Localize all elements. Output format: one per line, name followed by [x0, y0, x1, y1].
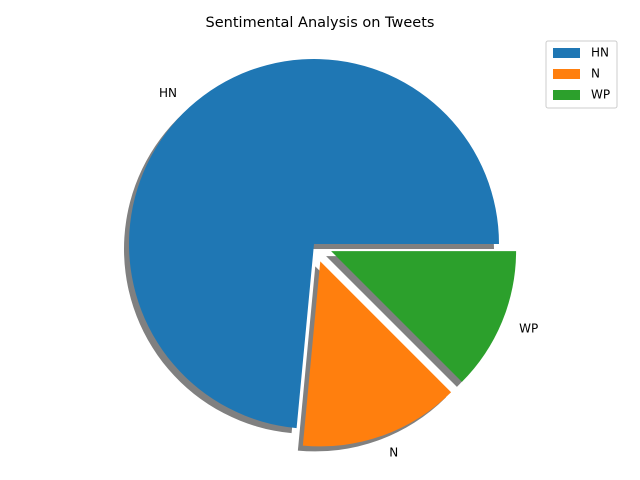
pie-slice-n: [302, 261, 452, 447]
legend-label-n: N: [591, 67, 600, 81]
slice-label-n: N: [389, 445, 398, 459]
slice-labels: HN N WP: [159, 86, 538, 459]
pie-slice-hn: [129, 59, 499, 429]
slice-label-wp: WP: [519, 322, 538, 336]
legend: HN N WP: [545, 40, 618, 109]
pie-slices: [129, 59, 517, 447]
slice-label-hn: HN: [159, 86, 177, 100]
legend-swatch-hn: [553, 48, 580, 58]
chart-title: Sentimental Analysis on Tweets: [206, 15, 435, 31]
pie-slice-wp: [331, 251, 517, 382]
legend-label-hn: HN: [591, 46, 609, 60]
legend-swatch-wp: [553, 90, 580, 100]
legend-swatch-n: [553, 69, 580, 79]
legend-label-wp: WP: [591, 88, 610, 102]
